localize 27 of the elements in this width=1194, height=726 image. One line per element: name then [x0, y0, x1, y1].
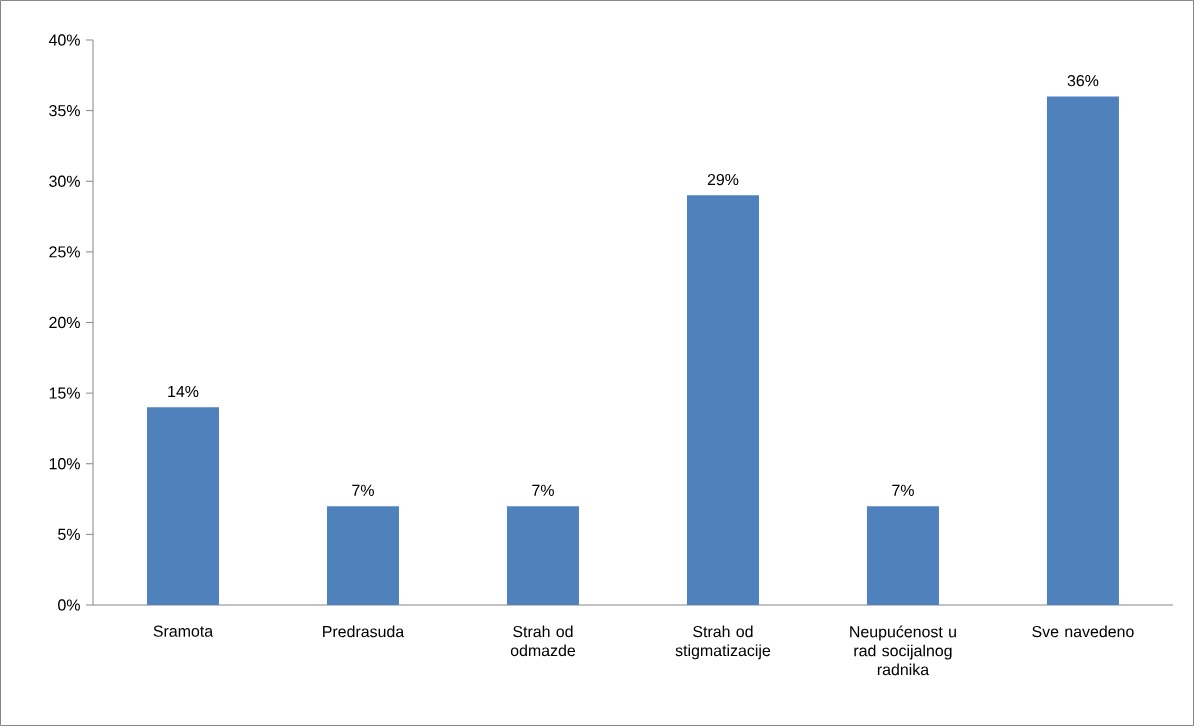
- bar: [866, 506, 939, 605]
- x-tick-label: Strah od odmazde: [510, 625, 576, 657]
- bar: [686, 195, 759, 605]
- bar: [1046, 96, 1119, 605]
- y-tick-label: 20%: [49, 316, 80, 329]
- data-label: 36%: [1067, 75, 1099, 87]
- x-tick-label: Sramota: [153, 625, 214, 637]
- y-tick-label: 40%: [48, 34, 80, 46]
- bar: [326, 506, 399, 605]
- x-tick-label: Neupućenost u rad socijalnog radnika: [850, 625, 956, 676]
- bar: [506, 506, 579, 605]
- y-tick-label: 0%: [58, 599, 80, 611]
- y-tick-label: 35%: [49, 104, 80, 117]
- y-tick-label: 30%: [49, 175, 80, 187]
- data-label: 7%: [892, 484, 914, 496]
- y-tick-label: 10%: [49, 458, 80, 470]
- data-label: 29%: [707, 173, 739, 186]
- x-tick-label: Strah od stigmatizacije: [675, 625, 771, 660]
- bar: [147, 407, 219, 605]
- y-tick-label: 5%: [58, 528, 80, 540]
- data-label: 14%: [168, 385, 199, 398]
- x-tick-label: Sve navedeno: [1032, 625, 1134, 638]
- data-label: 7%: [532, 484, 554, 496]
- y-tick-label: 25%: [49, 246, 80, 258]
- x-tick-label: Predrasuda: [323, 625, 405, 638]
- data-label: 7%: [352, 484, 374, 496]
- y-tick-label: 15%: [49, 387, 80, 399]
